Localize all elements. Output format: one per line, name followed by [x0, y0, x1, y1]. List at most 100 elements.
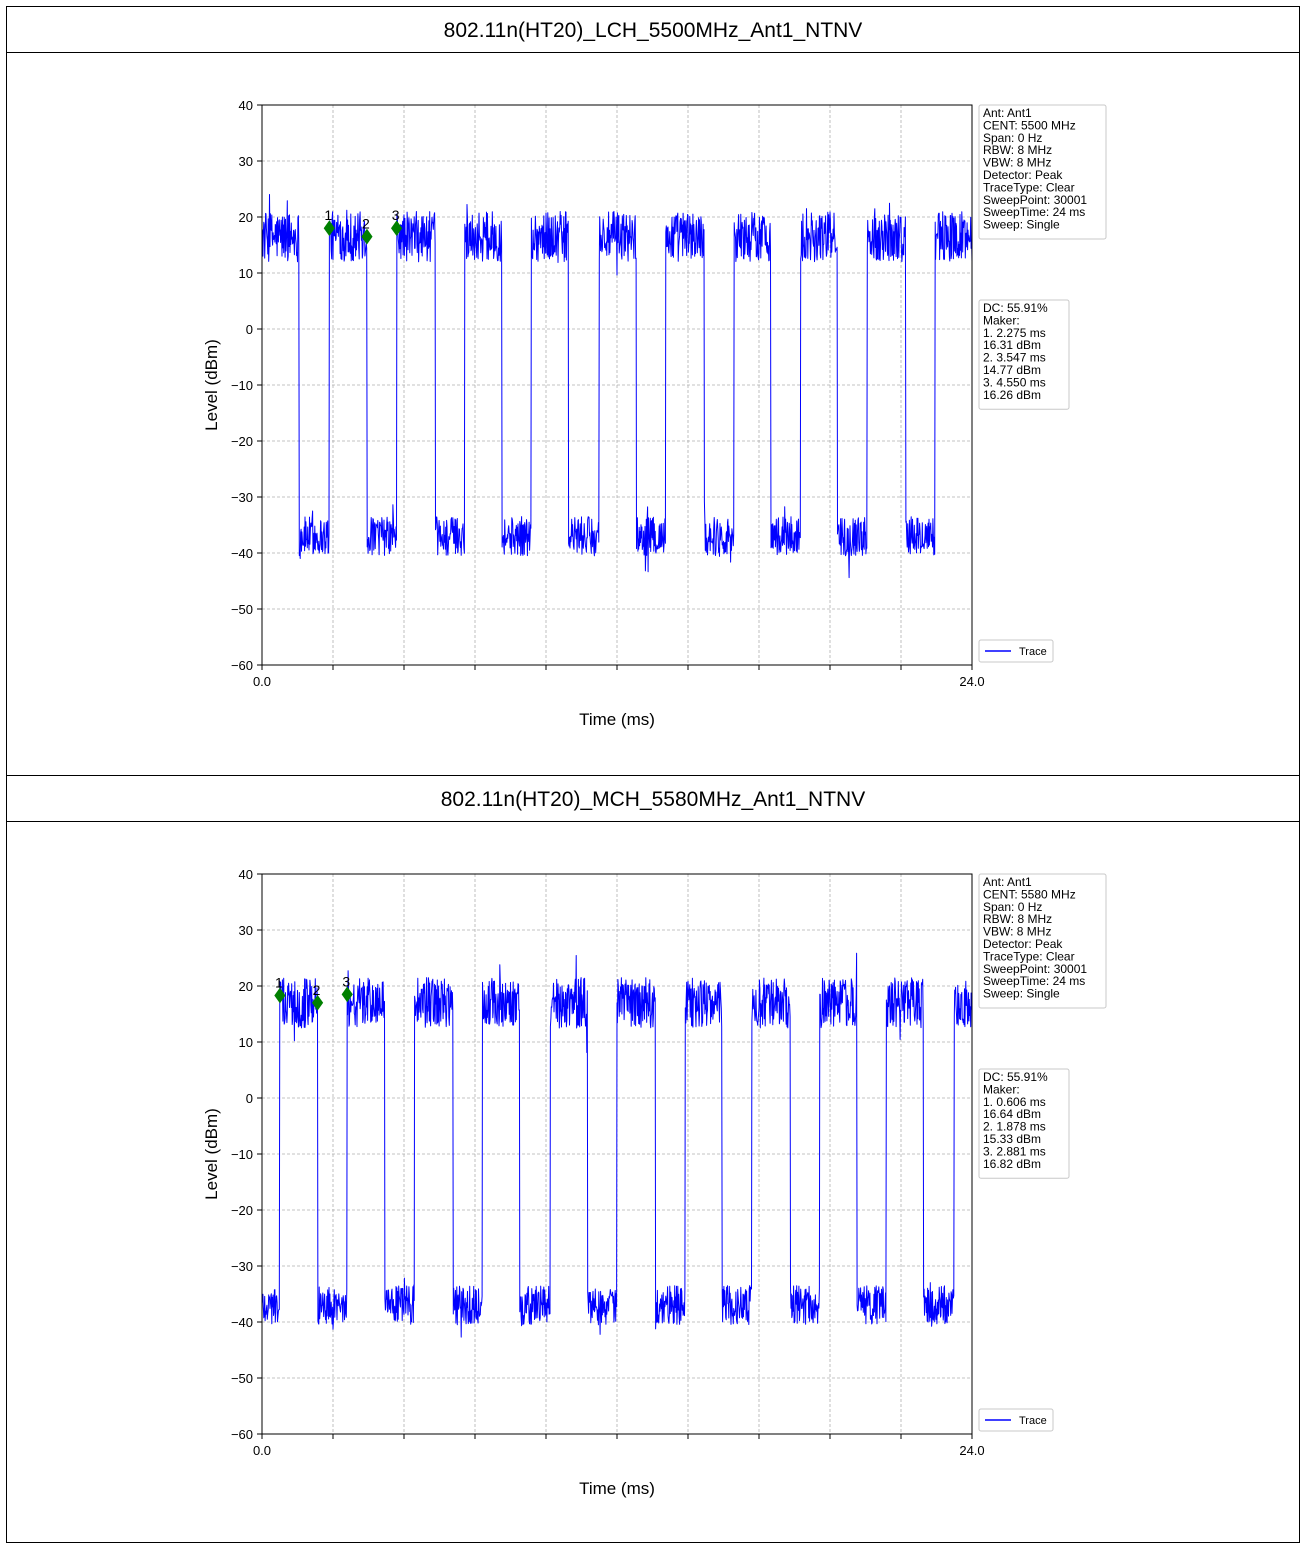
chart-lch: 40 30 20 10 0 −10 −20 −30 −40 −50 −600.0 24.0 Time (… [202, 98, 1107, 729]
y-tick-label: 0 [246, 1091, 253, 1106]
marker-diamond [311, 994, 324, 1011]
y-tick-label: −50 [231, 1371, 253, 1386]
info-line: RBW: 8 MHz [983, 143, 1052, 157]
marker-diamond [274, 987, 286, 1004]
info-line: TraceType: Clear [983, 180, 1075, 194]
marker-box-frame [978, 299, 1070, 410]
marker-line: 16.26 dBm [983, 388, 1041, 402]
y-tick-label: 40 [239, 98, 253, 113]
legend-frame [978, 1408, 1054, 1432]
y-tick-label: −40 [231, 1315, 253, 1330]
marker-box: DC: 55.91%Maker:1. 0.606 ms 16.64 dBm2. … [978, 1068, 1070, 1179]
marker-line: 1. 0.606 ms [983, 1095, 1046, 1109]
marker-diamond [390, 220, 403, 237]
y-tick-label: −30 [231, 1259, 253, 1274]
info-line: Span: 0 Hz [983, 131, 1042, 145]
y-tick-label: 10 [239, 266, 253, 281]
chart-mch: 40 30 20 10 0 −10 −20 −30 −40 −50 −600.0 24.0 Time (… [202, 867, 1107, 1498]
info-line: CENT: 5580 MHz [983, 887, 1076, 901]
y-tick-label: 30 [239, 923, 253, 938]
marker-label: 3 [392, 207, 400, 223]
x-tick-label: 0.0 [253, 1443, 271, 1458]
marker-line: 16.82 dBm [983, 1157, 1041, 1171]
y-tick-label: 40 [239, 867, 253, 882]
info-line: Sweep: Single [983, 987, 1060, 1001]
y-tick-label: −60 [231, 658, 253, 673]
marker-line: 3. 2.881 ms [983, 1144, 1046, 1158]
y-tick-label: −40 [231, 546, 253, 561]
marker-label: 3 [342, 973, 350, 989]
marker-line: 2. 3.547 ms [983, 351, 1046, 365]
info-line: TraceType: Clear [983, 949, 1075, 963]
info-line: RBW: 8 MHz [983, 912, 1052, 926]
marker-line: 14.77 dBm [983, 363, 1041, 377]
info-box-frame [978, 104, 1107, 240]
marker-line: Maker: [983, 313, 1020, 327]
marker-label: 2 [362, 216, 370, 232]
chart-title: 802.11n(HT20)_MCH_5580MHz_Ant1_NTNV [440, 788, 866, 811]
legend-label: Trace [1019, 1415, 1047, 1427]
info-line: SweepTime: 24 ms [983, 974, 1085, 988]
marker-line: 3. 4.550 ms [983, 375, 1046, 389]
legend-label: Trace [1019, 646, 1047, 658]
chart-title: 802.11n(HT20)_LCH_5500MHz_Ant1_NTNV [443, 19, 863, 42]
info-line: Span: 0 Hz [983, 900, 1042, 914]
info-line: SweepPoint: 30001 [983, 193, 1087, 207]
info-line: VBW: 8 MHz [983, 156, 1051, 170]
title-divider [7, 821, 1299, 822]
info-line: Sweep: Single [983, 218, 1060, 232]
y-tick-label: −20 [231, 434, 253, 449]
marker-diamond [361, 228, 373, 245]
x-axis-label: Time (ms) [579, 1479, 655, 1498]
y-tick-label: −30 [231, 490, 253, 505]
y-tick-label: 10 [239, 1035, 253, 1050]
y-axis-label: Level (dBm) [202, 339, 221, 431]
marker-box-frame [978, 1068, 1070, 1179]
marker-line: DC: 55.91% [983, 1070, 1048, 1084]
marker-line: 2. 1.878 ms [983, 1120, 1046, 1134]
info-line: Detector: Peak [983, 168, 1063, 182]
x-tick-label: 24.0 [959, 1443, 984, 1458]
title-divider [7, 52, 1299, 53]
marker-line: 1. 2.275 ms [983, 326, 1046, 340]
y-tick-label: −50 [231, 602, 253, 617]
grid [261, 104, 973, 666]
marker-box: DC: 55.91%Maker:1. 2.275 ms 16.31 dBm2. … [978, 299, 1070, 410]
info-line: VBW: 8 MHz [983, 925, 1051, 939]
y-tick-label: −20 [231, 1203, 253, 1218]
info-line: Detector: Peak [983, 937, 1063, 951]
y-tick-label: 20 [239, 979, 253, 994]
x-tick-label: 0.0 [253, 674, 271, 689]
marker-label: 1 [275, 975, 283, 991]
info-box-frame [978, 873, 1107, 1009]
marker-label: 1 [324, 207, 332, 223]
x-axis-label: Time (ms) [579, 710, 655, 729]
trace-line [261, 194, 973, 579]
legend: Trace [978, 639, 1054, 663]
marker-line: 16.31 dBm [983, 338, 1041, 352]
chart-panel-mch: 802.11n(HT20)_MCH_5580MHz_Ant1_NTNV 40 30… [6, 775, 1300, 1543]
marker-diamond [341, 986, 353, 1003]
info-line: SweepPoint: 30001 [983, 962, 1087, 976]
marker-line: Maker: [983, 1082, 1020, 1096]
info-line: Ant: Ant1 [983, 106, 1032, 120]
marker-line: 15.33 dBm [983, 1132, 1041, 1146]
y-tick-label: 20 [239, 210, 253, 225]
marker-label: 2 [313, 982, 321, 998]
marker-diamond [323, 220, 335, 237]
y-tick-label: 30 [239, 154, 253, 169]
y-axis-label: Level (dBm) [202, 1108, 221, 1200]
y-tick-label: 0 [246, 322, 253, 337]
info-line: SweepTime: 24 ms [983, 205, 1085, 219]
marker-line: 16.64 dBm [983, 1107, 1041, 1121]
y-tick-label: −10 [231, 378, 253, 393]
y-tick-label: −10 [231, 1147, 253, 1162]
legend: Trace [978, 1408, 1054, 1432]
chart-panel-lch: 802.11n(HT20)_LCH_5500MHz_Ant1_NTNV 40 30… [6, 6, 1300, 776]
trace-line [261, 952, 973, 1338]
y-tick-label: −60 [231, 1427, 253, 1442]
marker-line: DC: 55.91% [983, 301, 1048, 315]
x-tick-label: 24.0 [959, 674, 984, 689]
